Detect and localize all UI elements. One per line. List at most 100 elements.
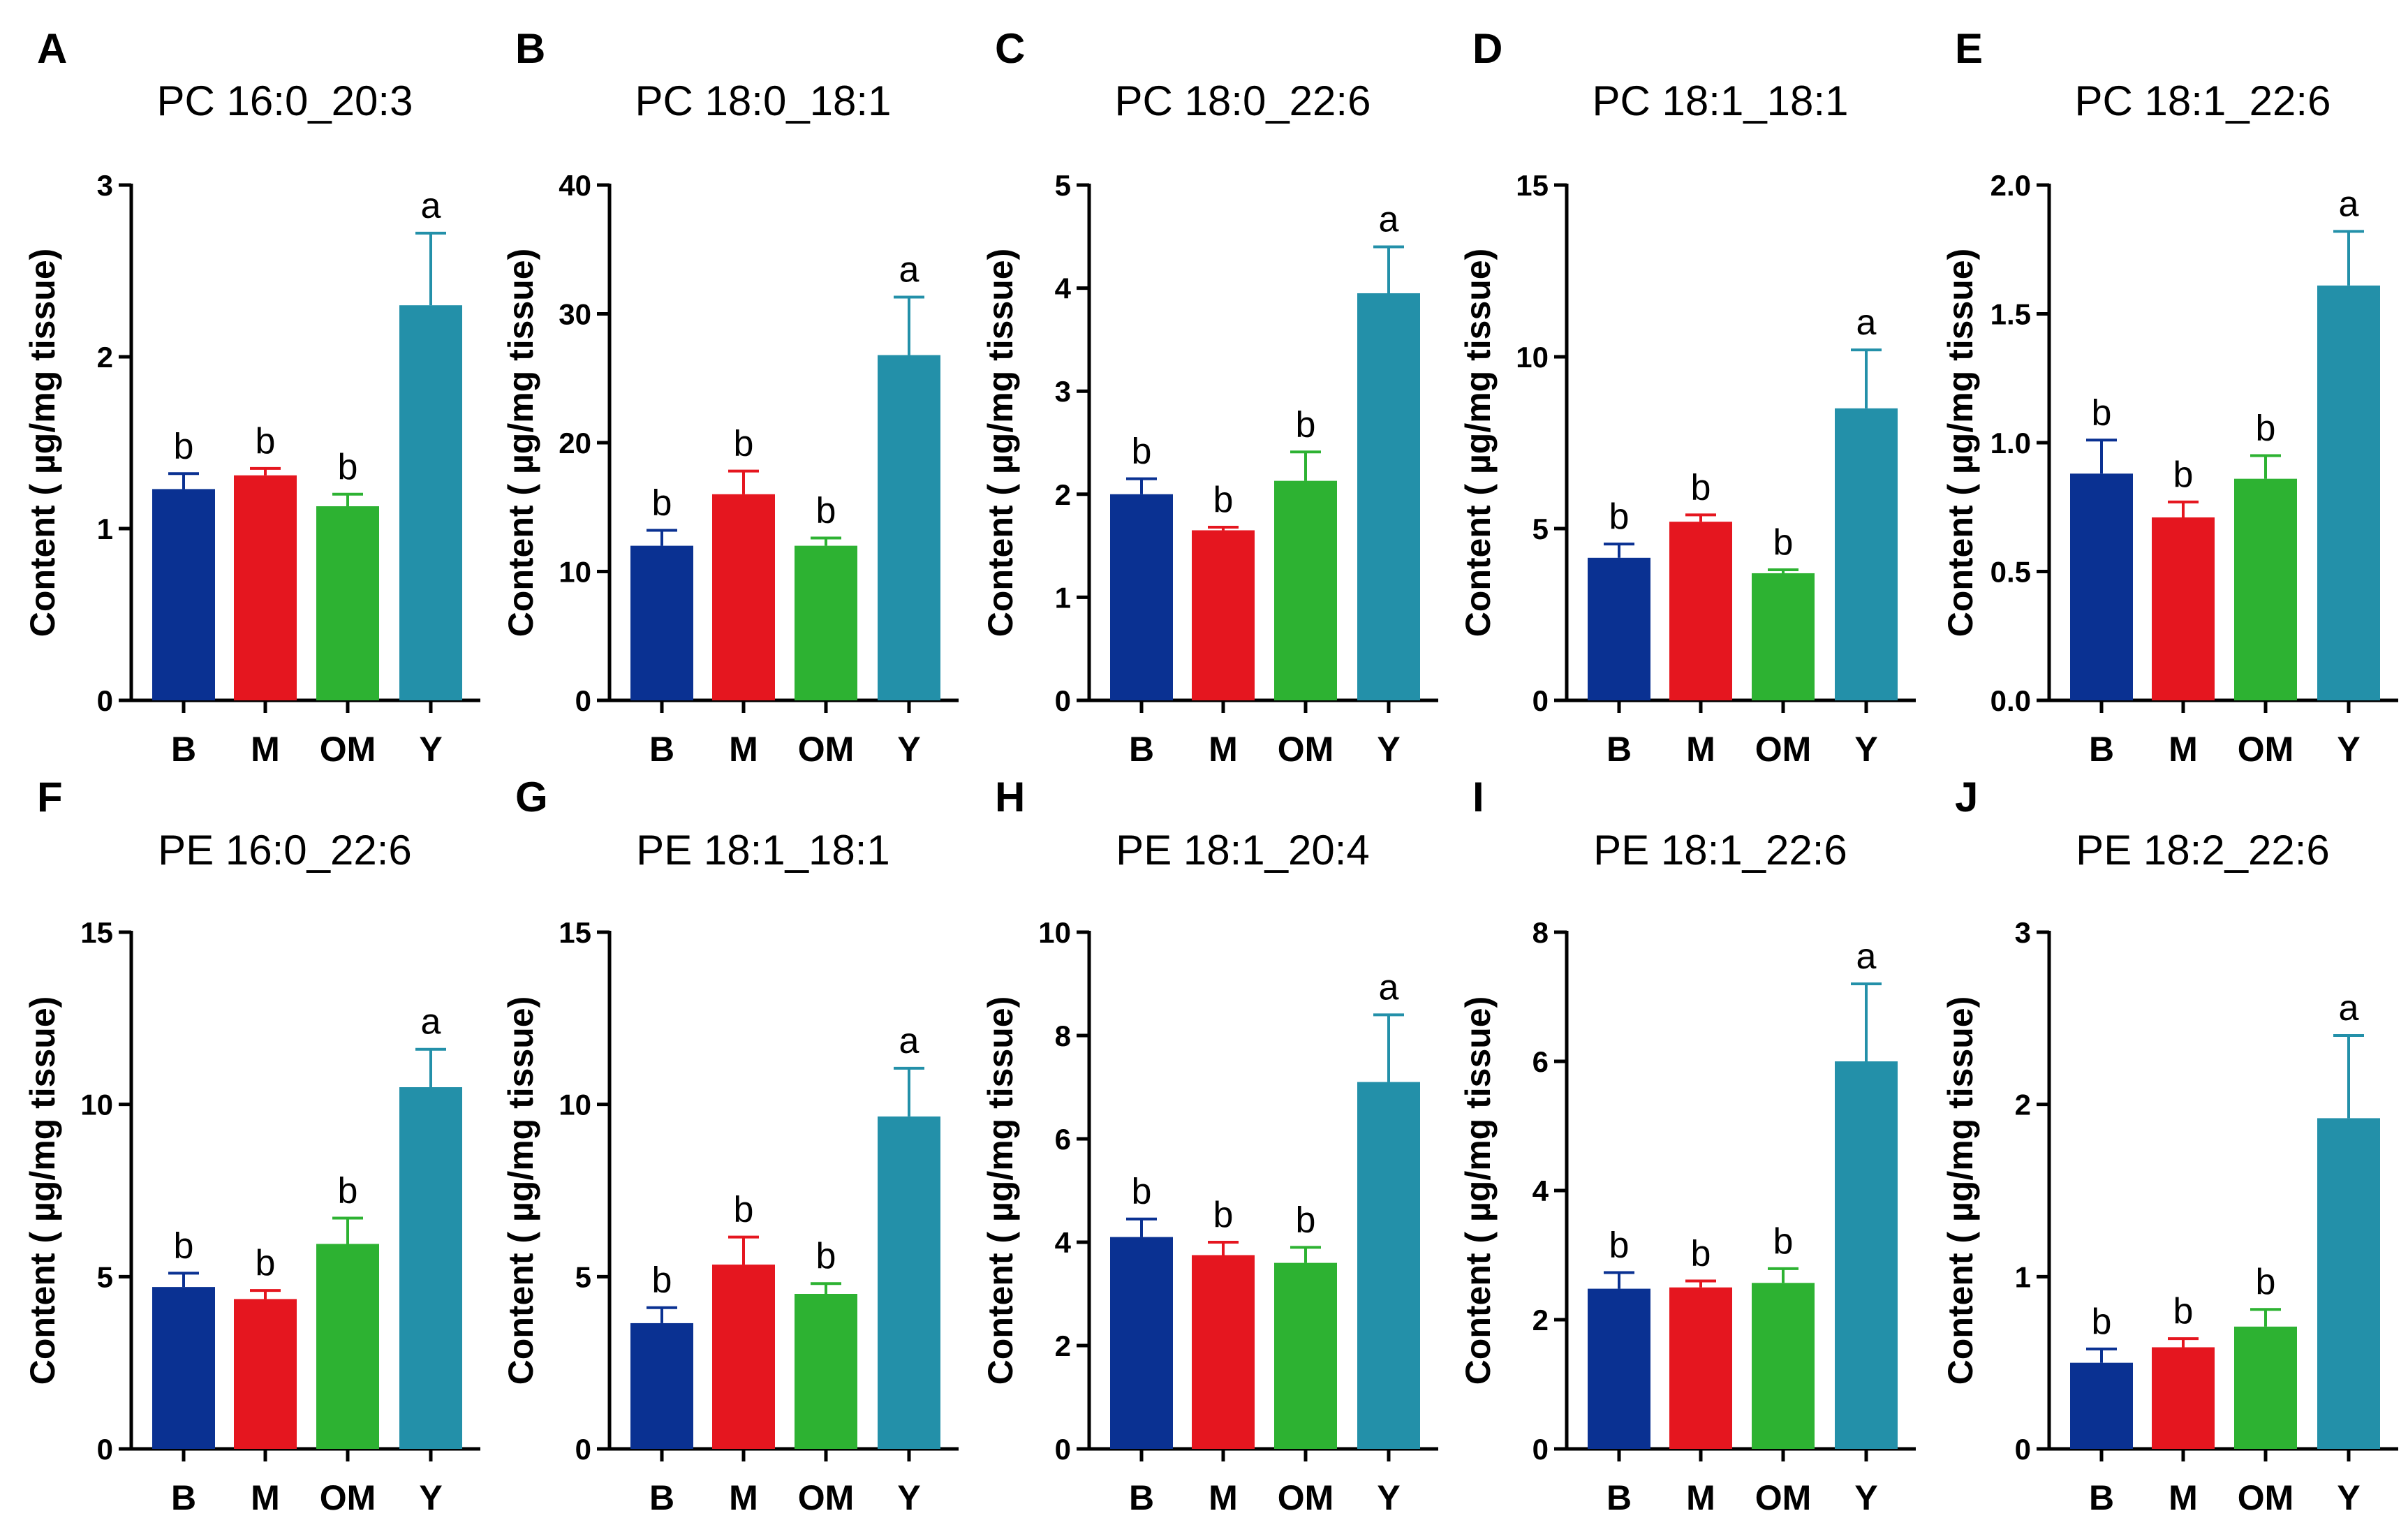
- x-tick-label: Y: [419, 1478, 442, 1517]
- y-tick-label: 0: [1055, 684, 1071, 717]
- chart-title: PE 18:1_20:4: [1116, 827, 1370, 874]
- bar-om: [795, 545, 857, 700]
- y-axis-label: Content ( µg/mg tissue): [501, 996, 540, 1385]
- y-tick-label: 5: [575, 1260, 591, 1293]
- x-tick-label: M: [1209, 1478, 1238, 1517]
- x-tick-label: Y: [1377, 730, 1400, 769]
- x-tick-label: OM: [2238, 730, 2294, 769]
- bar-b: [2070, 1362, 2133, 1449]
- panel-f: F PE 16:0_22:6 Content ( µg/mg tissue) 0 5 10…: [23, 774, 480, 1517]
- y-tick-label: 5: [97, 1260, 113, 1293]
- y-tick-label: 0: [97, 1433, 113, 1466]
- chart-title: PE 18:1_22:6: [1593, 827, 1847, 874]
- y-tick-label: 2: [2015, 1089, 2031, 1121]
- x-tick-label: B: [2089, 730, 2114, 769]
- bar-y: [399, 305, 462, 700]
- x-tick-label: OM: [1278, 1478, 1334, 1517]
- significance-letter: b: [734, 1190, 754, 1230]
- panel-g: G PE 18:1_18:1 Content ( µg/mg tissue) 0 5 10…: [501, 774, 959, 1517]
- x-tick-label: Y: [2337, 730, 2360, 769]
- x-tick-label: M: [729, 1478, 758, 1517]
- bar-m: [234, 1299, 297, 1449]
- y-tick-label: 1.5: [1990, 298, 2031, 331]
- x-tick-label: B: [649, 1478, 674, 1517]
- bar-m: [1669, 1287, 1732, 1449]
- significance-letter: b: [652, 1260, 672, 1301]
- x-tick-label: OM: [798, 730, 855, 769]
- bar-y: [399, 1087, 462, 1449]
- significance-letter: b: [1213, 480, 1234, 520]
- y-tick-label: 1: [2015, 1260, 2031, 1293]
- x-tick-label: B: [1129, 730, 1154, 769]
- significance-letter: a: [899, 250, 919, 290]
- significance-letter: b: [1296, 1200, 1316, 1240]
- bar-b: [630, 545, 693, 700]
- significance-letter: b: [2256, 408, 2276, 448]
- x-tick-label: B: [1606, 1478, 1632, 1517]
- bar-y: [2317, 1118, 2380, 1449]
- significance-letter: b: [1773, 1221, 1794, 1262]
- y-tick-label: 0: [1055, 1433, 1071, 1466]
- significance-letter: b: [2173, 1291, 2194, 1332]
- significance-letter: a: [421, 1002, 441, 1043]
- x-tick-label: B: [171, 1478, 196, 1517]
- significance-letter: b: [1609, 1225, 1630, 1265]
- x-tick-label: Y: [1377, 1478, 1400, 1517]
- bar-b: [1110, 494, 1173, 700]
- bar-b: [1588, 557, 1650, 700]
- y-tick-label: 1: [97, 513, 113, 545]
- y-tick-label: 10: [1038, 916, 1071, 949]
- x-tick-label: OM: [798, 1478, 855, 1517]
- significance-letter: b: [256, 421, 276, 462]
- significance-letter: b: [1773, 522, 1794, 563]
- significance-letter: b: [256, 1243, 276, 1283]
- bar-om: [1274, 1262, 1337, 1449]
- y-tick-label: 4: [1532, 1174, 1549, 1207]
- bar-m: [2152, 517, 2215, 700]
- y-tick-label: 0: [575, 1433, 591, 1466]
- bar-b: [2070, 473, 2133, 700]
- panel-c: C PC 18:0_22:6 Content ( µg/mg tissue) 0 1 2 3…: [981, 25, 1438, 769]
- bar-m: [2152, 1347, 2215, 1449]
- significance-letter: a: [1379, 200, 1399, 240]
- x-tick-label: OM: [1755, 730, 1812, 769]
- panel-letter: A: [37, 25, 67, 72]
- panel-letter: B: [515, 25, 545, 72]
- y-axis-label: Content ( µg/mg tissue): [1458, 996, 1498, 1385]
- significance-letter: a: [421, 186, 441, 226]
- chart-title: PE 18:2_22:6: [2076, 827, 2330, 874]
- significance-letter: b: [1213, 1195, 1234, 1235]
- panel-a: A PC 16:0_20:3 Content ( µg/mg tissue) 0 1 2 3…: [23, 25, 480, 769]
- bar-b: [152, 1287, 215, 1449]
- y-tick-label: 6: [1532, 1045, 1549, 1078]
- bar-om: [1752, 1283, 1815, 1449]
- chart-title: PC 18:1_22:6: [2075, 78, 2331, 124]
- bar-y: [1357, 1082, 1420, 1449]
- significance-letter: a: [1379, 967, 1399, 1008]
- significance-letter: a: [1856, 302, 1877, 343]
- y-tick-label: 0: [2015, 1433, 2031, 1466]
- bar-y: [1835, 408, 1898, 700]
- bar-y: [878, 355, 940, 700]
- y-axis-label: Content ( µg/mg tissue): [981, 996, 1020, 1385]
- panel-letter: C: [995, 25, 1025, 72]
- y-tick-label: 2: [97, 341, 113, 374]
- y-axis-label: Content ( µg/mg tissue): [23, 996, 62, 1385]
- panel-e: E PC 18:1_22:6 Content ( µg/mg tissue) 0.0 0…: [1941, 25, 2398, 769]
- panel-letter: F: [37, 774, 63, 820]
- x-tick-label: Y: [1854, 1478, 1877, 1517]
- panel-b: B PC 18:0_18:1 Content ( µg/mg tissue) 0 10 2…: [501, 25, 959, 769]
- x-tick-label: OM: [320, 1478, 376, 1517]
- y-tick-label: 0.5: [1990, 556, 2031, 589]
- significance-letter: b: [734, 424, 754, 464]
- bar-b: [1110, 1237, 1173, 1449]
- y-tick-label: 1: [1055, 581, 1071, 614]
- panel-letter: J: [1955, 774, 1978, 820]
- significance-letter: b: [2092, 1302, 2112, 1342]
- bar-y: [2317, 285, 2380, 700]
- bar-y: [878, 1116, 940, 1449]
- y-tick-label: 0: [575, 684, 591, 717]
- x-tick-label: Y: [1854, 730, 1877, 769]
- bar-m: [712, 1265, 775, 1449]
- chart-title: PC 18:0_22:6: [1115, 78, 1371, 124]
